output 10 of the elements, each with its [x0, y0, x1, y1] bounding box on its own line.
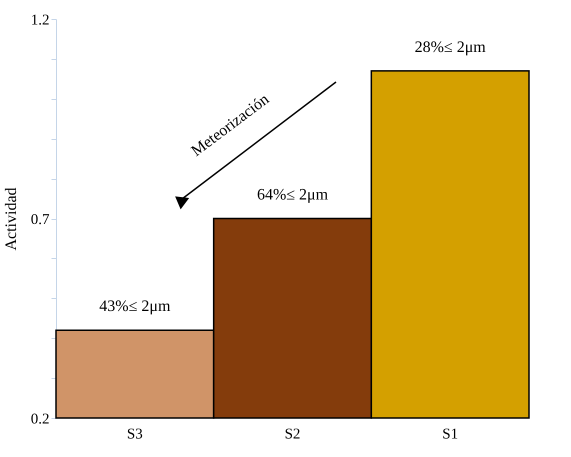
y-tick-label: 0.2: [30, 412, 50, 428]
x-tick-label: S2: [284, 426, 300, 442]
x-tick-label: S1: [442, 426, 458, 442]
annotation: 64%≤ 2μm: [256, 186, 329, 204]
x-tick-label: S3: [126, 426, 143, 442]
y-tick-label: 0.7: [30, 212, 50, 228]
y-axis-title: Actividad: [2, 187, 20, 251]
y-tick-label: 1.2: [30, 12, 50, 28]
annotation: 28%≤ 2μm: [414, 38, 486, 56]
annotation: 43%≤ 2μm: [99, 298, 171, 316]
